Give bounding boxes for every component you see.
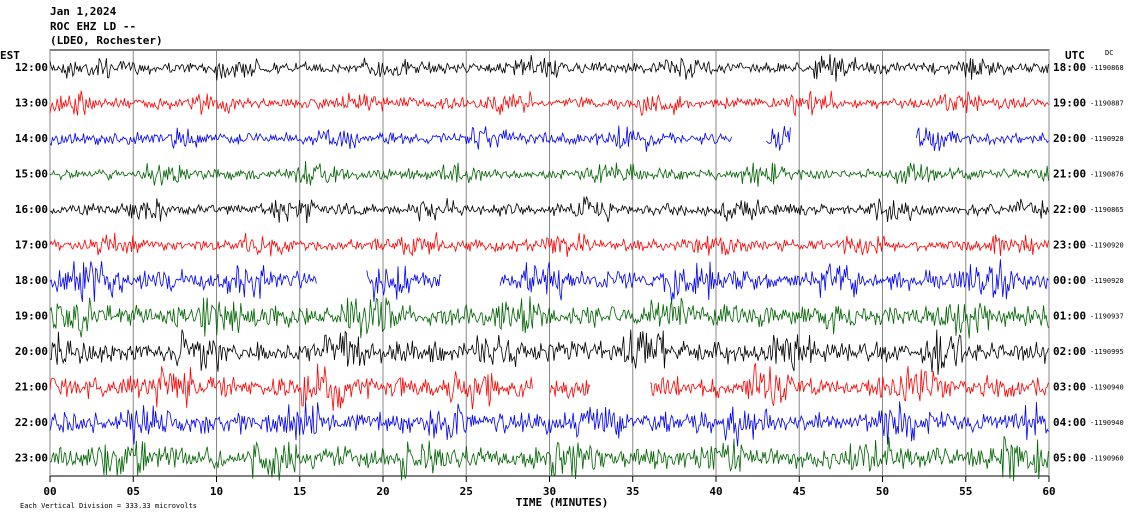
est-label: 15:00 [15, 167, 48, 180]
utc-label: 20:00 [1053, 132, 1086, 145]
dc-value: -1190865 [1090, 206, 1124, 214]
trace [49, 259, 1049, 303]
est-label: 22:00 [15, 416, 48, 429]
est-label: 14:00 [15, 132, 48, 145]
x-tick-label: 00 [43, 485, 56, 498]
x-tick-label: 25 [460, 485, 473, 498]
x-tick-label: 60 [1042, 485, 1055, 498]
x-tick-label: 30 [543, 485, 556, 498]
right-label: UTC [1065, 49, 1085, 62]
utc-label: 21:00 [1053, 167, 1086, 180]
trace [49, 125, 1049, 152]
trace [49, 54, 1049, 82]
est-label: 21:00 [15, 380, 48, 393]
header-network: (LDEO, Rochester) [50, 34, 163, 47]
utc-label: 19:00 [1053, 96, 1086, 109]
dc-value: -1190920 [1090, 241, 1124, 249]
header-date: Jan 1,2024 [50, 5, 117, 18]
dc-value: -1190937 [1090, 312, 1124, 320]
utc-label: 22:00 [1053, 203, 1086, 216]
dc-label: DC [1105, 49, 1113, 57]
est-label: 12:00 [15, 61, 48, 74]
x-tick-label: 15 [293, 485, 306, 498]
utc-label: 01:00 [1053, 309, 1086, 322]
est-label: 20:00 [15, 345, 48, 358]
x-tick-label: 10 [210, 485, 223, 498]
footnote: Each Vertical Division = 333.33 microvol… [20, 502, 197, 510]
trace [49, 296, 1049, 339]
trace [49, 161, 1049, 187]
dc-value: -1190960 [1090, 454, 1124, 462]
x-tick-label: 55 [959, 485, 972, 498]
est-label: 23:00 [15, 451, 48, 464]
trace [49, 401, 1049, 447]
dc-value: -1190940 [1090, 419, 1124, 427]
dc-value: -1190920 [1090, 277, 1124, 285]
header-station: ROC EHZ LD -- [50, 20, 136, 33]
trace [49, 363, 1049, 411]
utc-label: 03:00 [1053, 380, 1086, 393]
dc-value: -1190995 [1090, 348, 1124, 356]
est-label: 13:00 [15, 96, 48, 109]
dc-value: -1190876 [1090, 170, 1124, 178]
est-label: 17:00 [15, 238, 48, 251]
dc-value: -1190928 [1090, 135, 1124, 143]
dc-value: -1190887 [1090, 99, 1124, 107]
x-tick-label: 05 [127, 485, 140, 498]
x-tick-label: 35 [626, 485, 639, 498]
utc-label: 18:00 [1053, 61, 1086, 74]
trace [49, 195, 1049, 224]
utc-label: 05:00 [1053, 451, 1086, 464]
utc-label: 04:00 [1053, 416, 1086, 429]
dc-value: -1190940 [1090, 383, 1124, 391]
x-tick-label: 40 [709, 485, 722, 498]
trace [49, 90, 1049, 116]
x-tick-label: 50 [876, 485, 889, 498]
est-label: 19:00 [15, 309, 48, 322]
est-label: 18:00 [15, 274, 48, 287]
utc-label: 23:00 [1053, 238, 1086, 251]
dc-value: -1190868 [1090, 64, 1124, 72]
trace [49, 232, 1049, 257]
left-label: EST [0, 49, 20, 62]
trace [49, 329, 1049, 375]
x-tick-label: 45 [793, 485, 806, 498]
est-label: 16:00 [15, 203, 48, 216]
x-tick-label: 20 [376, 485, 389, 498]
utc-label: 02:00 [1053, 345, 1086, 358]
x-axis-label: TIME (MINUTES) [516, 496, 609, 509]
utc-label: 00:00 [1053, 274, 1086, 287]
trace [50, 436, 1049, 482]
